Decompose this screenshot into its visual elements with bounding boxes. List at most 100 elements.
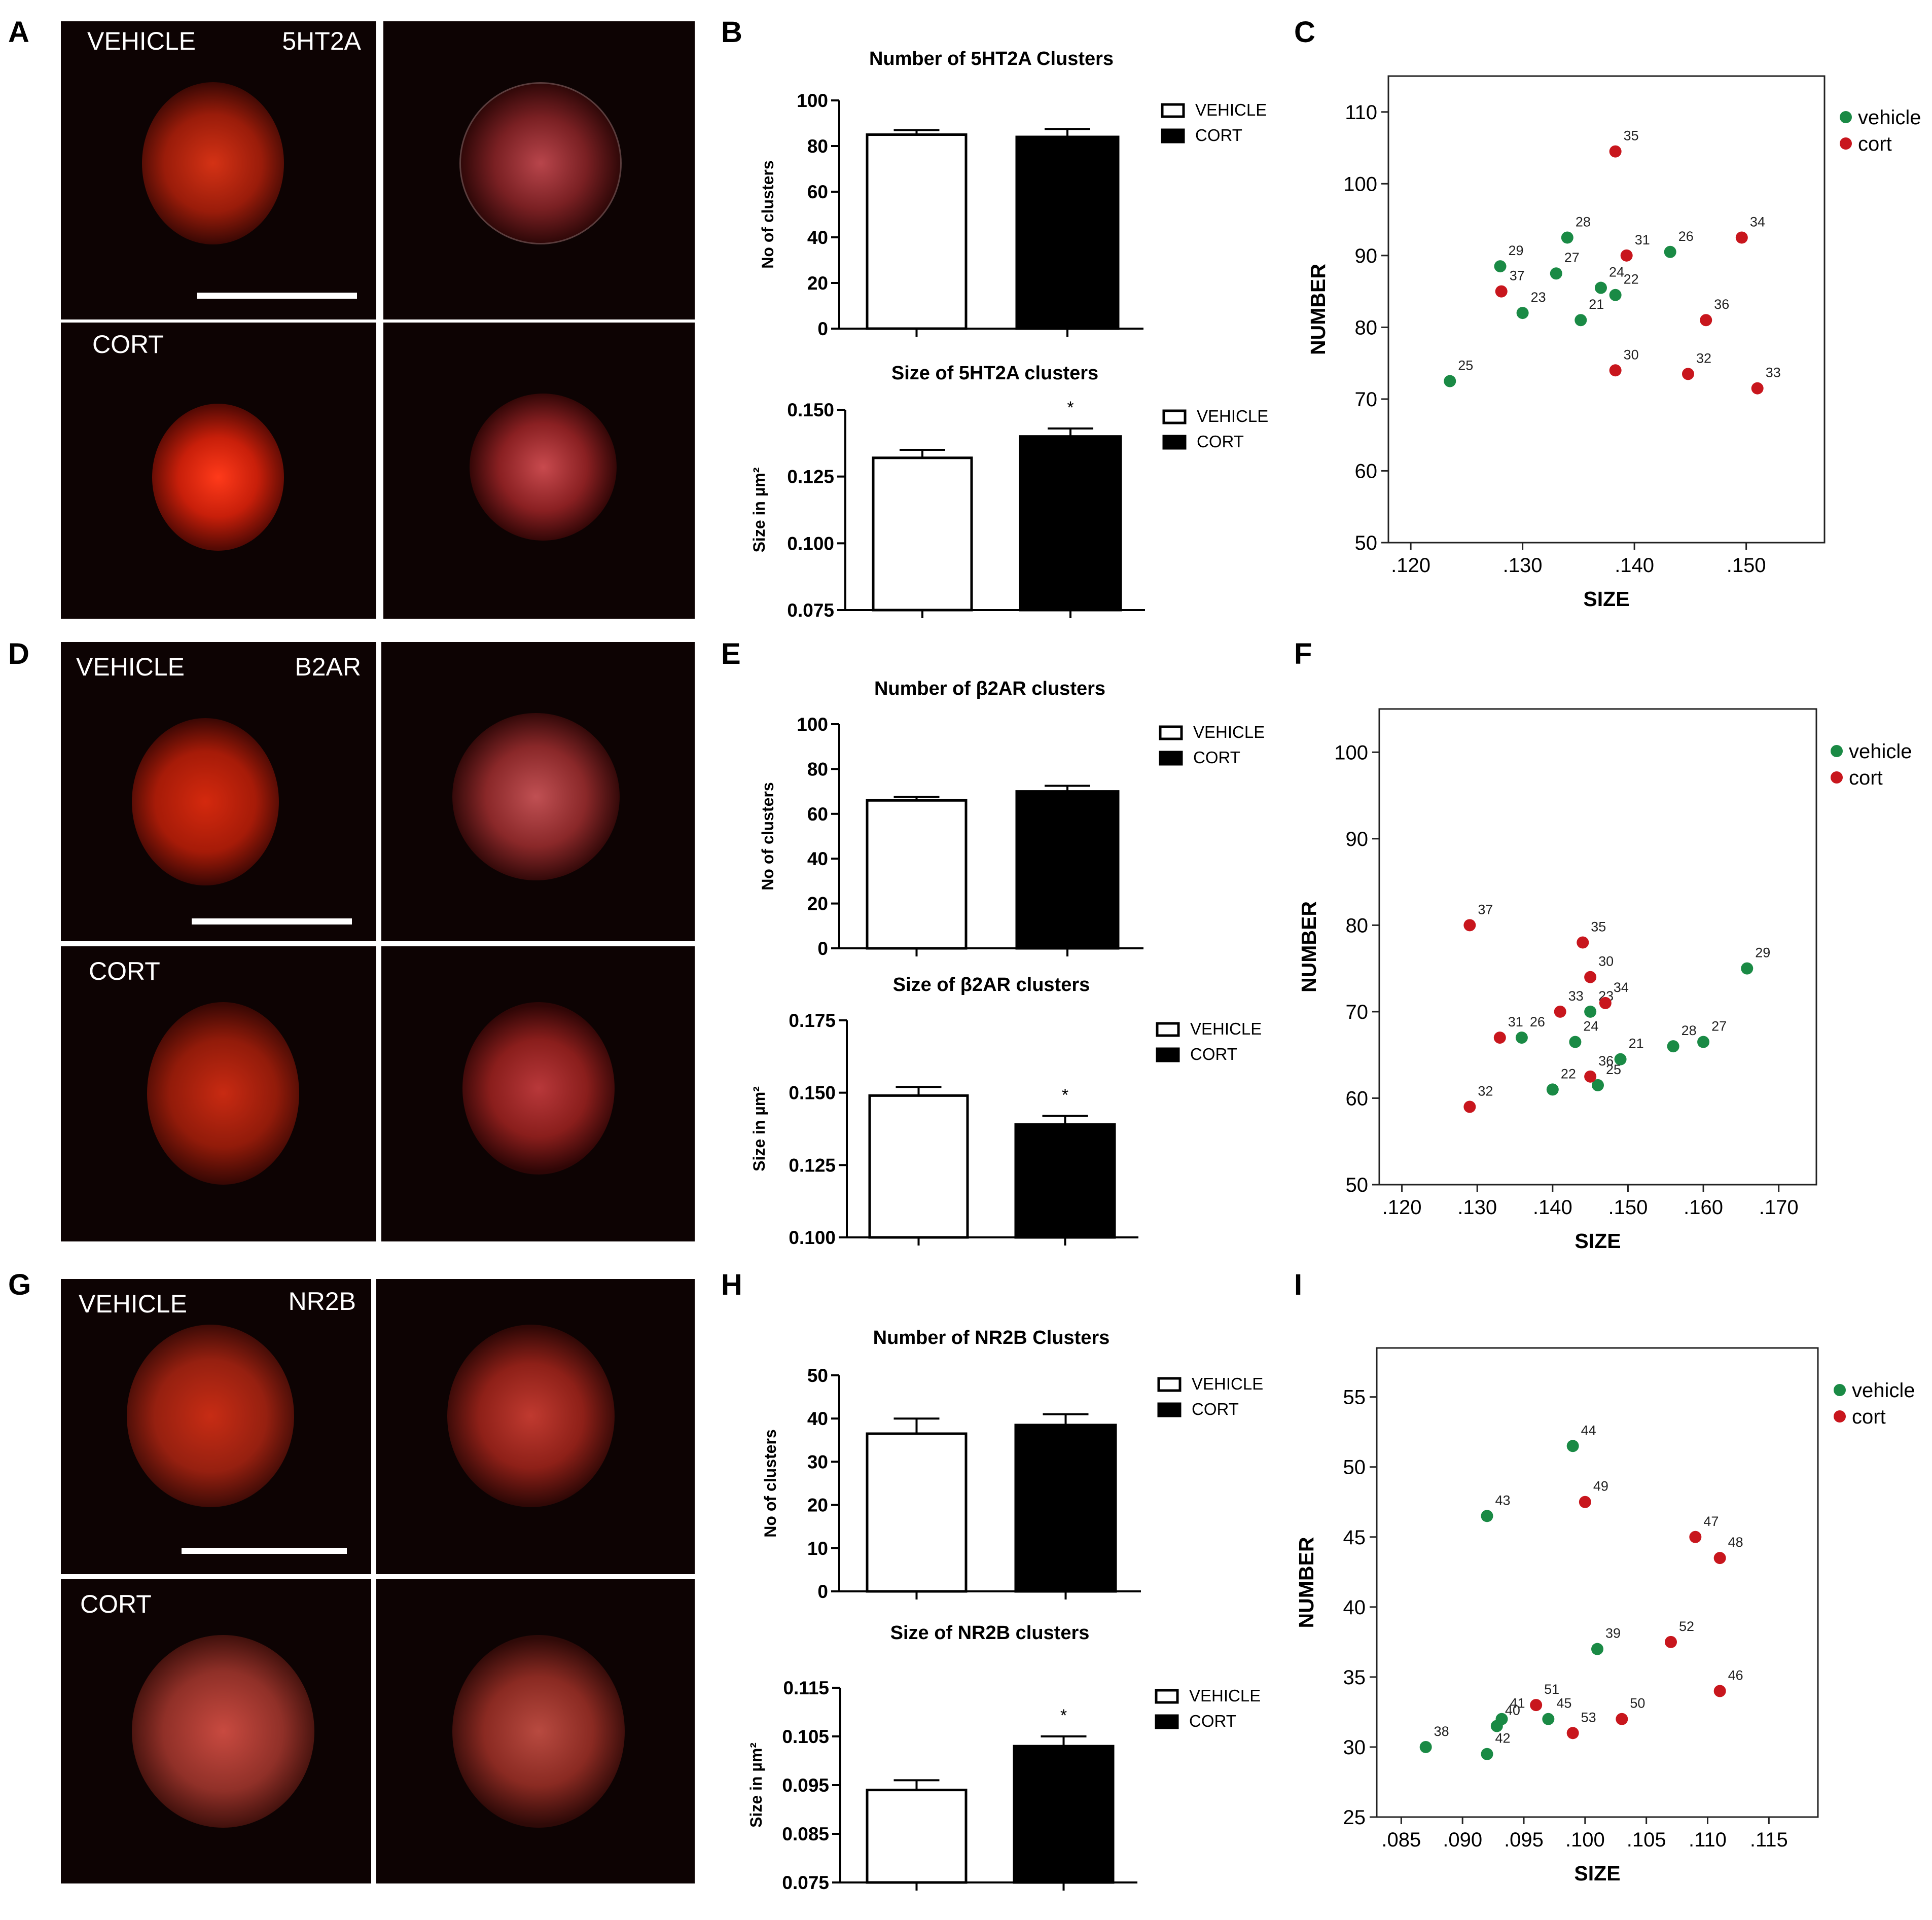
point-label: 34: [1750, 214, 1765, 229]
legend-swatch: [1159, 751, 1183, 766]
receptor-label: B2AR: [295, 653, 361, 681]
point-vehicle: [1614, 1053, 1627, 1065]
y-tick-label: 0.075: [787, 600, 834, 621]
bar-chart-H_size: Size of NR2B clusters Size in µm² 0.075 0.0…: [747, 1622, 1261, 1893]
point-vehicle: [1697, 1036, 1710, 1048]
condition-label: CORT: [89, 957, 160, 985]
bar-cort: [1013, 1745, 1115, 1884]
cell-image: [462, 1002, 615, 1175]
cell-image: [459, 82, 622, 244]
point-cort: [1700, 314, 1712, 327]
legend-swatch: [1156, 1022, 1180, 1037]
y-tick-label: 60: [1346, 1087, 1369, 1110]
y-tick-label: 0.125: [789, 1155, 836, 1176]
point-cort: [1665, 1635, 1677, 1648]
receptor-label: 5HT2A: [282, 27, 361, 55]
micrograph-d-cort: CORT: [61, 946, 376, 1241]
bar-cort: [1014, 1123, 1116, 1239]
legend-label: CORT: [1189, 1712, 1236, 1730]
panel-label-e: E: [721, 637, 741, 670]
point-label: 36: [1714, 297, 1729, 312]
x-tick-label: .090: [1443, 1829, 1482, 1851]
y-tick-label: 110: [1345, 101, 1377, 124]
point-label: 21: [1629, 1036, 1644, 1051]
point-label: 45: [1556, 1696, 1571, 1711]
y-tick-label: 50: [1355, 532, 1378, 554]
point-label: 22: [1624, 272, 1639, 287]
y-tick-label: 30: [1343, 1736, 1366, 1759]
x-tick-label: .160: [1684, 1196, 1723, 1219]
plot-frame: [1387, 75, 1826, 544]
legend-swatch: [1156, 1047, 1180, 1062]
point-label: 33: [1568, 988, 1584, 1004]
point-label: 53: [1581, 1710, 1596, 1725]
legend-label: CORT: [1192, 1400, 1239, 1418]
point-cort: [1579, 1496, 1591, 1508]
point-vehicle: [1481, 1510, 1493, 1522]
micrograph-g-vehicle-outlined: [376, 1279, 695, 1574]
micrograph-a-cort-outlined: [383, 323, 695, 619]
bar-vehicle: [866, 1432, 968, 1593]
point-cort: [1735, 231, 1748, 244]
panel-label-f: F: [1294, 637, 1312, 670]
panel-label-b: B: [721, 16, 742, 49]
y-axis-label: NUMBER: [1297, 901, 1320, 992]
legend-label: VEHICLE: [1192, 1374, 1263, 1393]
x-tick-label: .120: [1391, 554, 1430, 577]
point-cort: [1584, 1070, 1597, 1083]
point-label: 28: [1681, 1023, 1697, 1038]
scale-bar: [192, 918, 352, 925]
point-label: 25: [1606, 1062, 1621, 1077]
point-vehicle: [1561, 231, 1573, 244]
point-label: 21: [1589, 297, 1604, 312]
y-tick-label: 0.125: [787, 467, 834, 487]
y-tick-label: 0: [817, 1581, 828, 1602]
point-vehicle: [1741, 962, 1754, 975]
point-label: 27: [1564, 250, 1580, 265]
point-cort: [1566, 1727, 1579, 1739]
condition-label: VEHICLE: [87, 27, 196, 55]
y-tick-label: 50: [1346, 1174, 1369, 1196]
point-vehicle: [1664, 245, 1676, 258]
x-axis-label: SIZE: [1583, 587, 1629, 611]
y-tick-label: 80: [807, 136, 828, 157]
point-vehicle: [1592, 1079, 1604, 1091]
point-label: 31: [1508, 1014, 1523, 1029]
point-label: 33: [1766, 365, 1781, 380]
point-vehicle: [1494, 260, 1507, 273]
point-cort: [1751, 382, 1764, 395]
panel-label-d: D: [8, 637, 29, 670]
legend-label: CORT: [1190, 1045, 1237, 1063]
legend-swatch: [1155, 1689, 1179, 1704]
legend-swatch: [1157, 1377, 1182, 1392]
y-tick-label: 45: [1343, 1526, 1366, 1549]
point-vehicle: [1569, 1036, 1582, 1048]
y-tick-label: 70: [1355, 388, 1378, 411]
chart-title: Number of β2AR clusters: [874, 678, 1105, 699]
micrograph-d-cort-outlined: [381, 946, 695, 1241]
cell-image: [147, 1002, 299, 1185]
point-label: 42: [1495, 1731, 1511, 1746]
y-tick-label: 100: [1343, 173, 1377, 195]
point-label: 29: [1509, 243, 1524, 258]
legend-label: vehicle: [1858, 106, 1921, 129]
point-cort: [1713, 1685, 1726, 1697]
bar-chart-E_size: Size of β2AR clusters Size in µm² 0.100 0.1…: [750, 974, 1262, 1248]
legend-label: CORT: [1193, 748, 1240, 767]
y-tick-label: 55: [1343, 1386, 1366, 1409]
y-tick-label: 0.075: [782, 1872, 829, 1893]
point-label: 31: [1635, 232, 1650, 247]
y-axis-label: NUMBER: [1306, 264, 1330, 355]
cell-image: [142, 82, 284, 244]
point-vehicle: [1546, 1083, 1559, 1096]
point-vehicle: [1550, 267, 1562, 280]
point-label: 26: [1678, 229, 1694, 244]
y-tick-label: 20: [807, 1495, 828, 1516]
point-cort: [1609, 145, 1622, 158]
y-axis-label: Size in µm²: [750, 468, 768, 553]
point-vehicle: [1481, 1748, 1493, 1760]
y-axis-label: No of clusters: [759, 160, 777, 268]
y-tick-label: 80: [1355, 316, 1378, 339]
legend-swatch: [1162, 435, 1187, 450]
x-tick-label: .120: [1382, 1196, 1422, 1219]
